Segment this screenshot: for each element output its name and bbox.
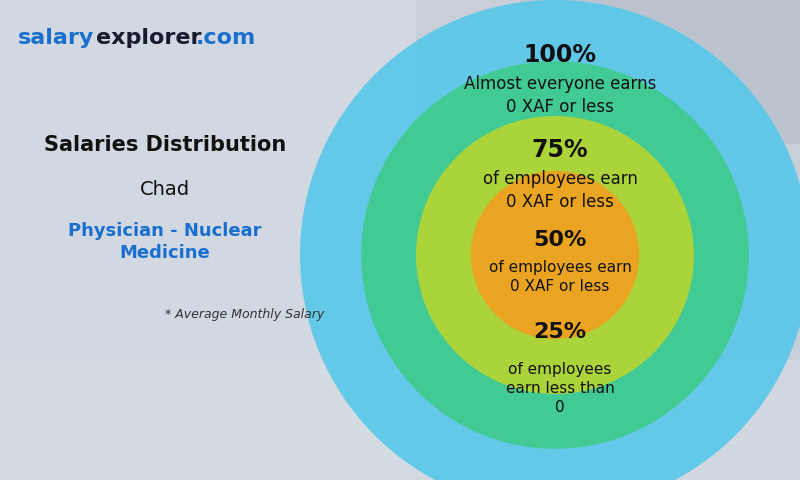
Bar [0, 360, 800, 480]
Text: salary: salary [18, 28, 94, 48]
Text: 100%: 100% [523, 43, 597, 67]
Text: Almost everyone earns
0 XAF or less: Almost everyone earns 0 XAF or less [464, 75, 656, 116]
Circle shape [416, 116, 694, 394]
Text: of employees earn
0 XAF or less: of employees earn 0 XAF or less [482, 170, 638, 211]
Text: Salaries Distribution: Salaries Distribution [44, 135, 286, 155]
Text: 25%: 25% [534, 322, 586, 342]
Bar [520, 0, 800, 144]
Text: Physician - Nuclear
Medicine: Physician - Nuclear Medicine [68, 222, 262, 262]
Text: Chad: Chad [140, 180, 190, 199]
Text: explorer: explorer [96, 28, 202, 48]
Text: 75%: 75% [532, 138, 588, 162]
Text: * Average Monthly Salary: * Average Monthly Salary [165, 308, 324, 321]
Text: 50%: 50% [534, 230, 586, 250]
Bar [0, 0, 416, 480]
Circle shape [300, 0, 800, 480]
Text: of employees
earn less than
0: of employees earn less than 0 [506, 362, 614, 415]
Text: .com: .com [196, 28, 256, 48]
Circle shape [362, 61, 749, 449]
Circle shape [471, 171, 639, 339]
Text: of employees earn
0 XAF or less: of employees earn 0 XAF or less [489, 260, 631, 294]
